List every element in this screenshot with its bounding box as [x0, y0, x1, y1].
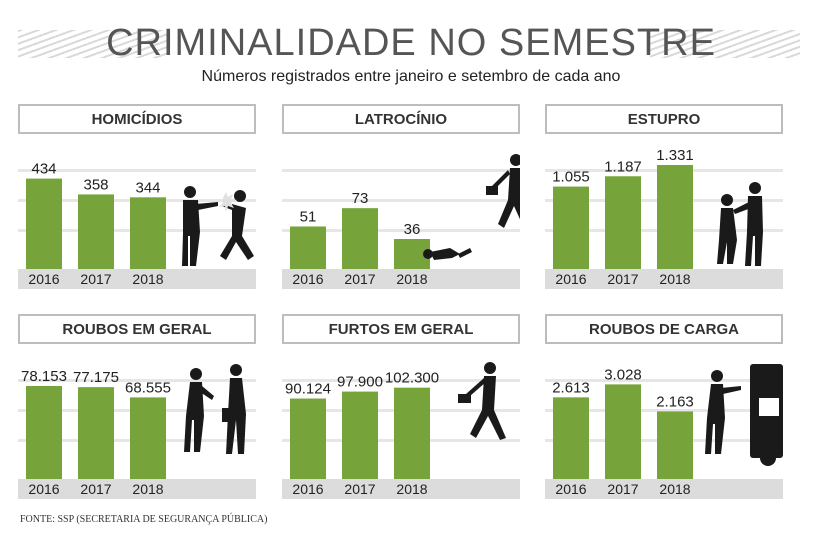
x-tick-label: 2018 [659, 481, 690, 497]
x-tick-label: 2016 [555, 271, 586, 287]
panel-estupro: ESTUPRO 1.055 1.187 1.331 2016 2017 2018 [545, 104, 783, 289]
data-label: 1.055 [552, 169, 590, 186]
bar [605, 176, 641, 269]
bar-chart: 51 73 36 2016 2017 2018 [282, 144, 520, 289]
bar [553, 187, 589, 269]
panel-title: HOMICÍDIOS [18, 104, 256, 134]
x-tick-label: 2016 [292, 271, 323, 287]
bar [130, 397, 166, 479]
x-tick-label: 2018 [396, 271, 427, 287]
data-label: 358 [83, 176, 108, 193]
data-label: 51 [300, 209, 317, 226]
x-tick-label: 2018 [132, 481, 163, 497]
bar [657, 165, 693, 269]
x-tick-label: 2017 [344, 271, 375, 287]
x-tick-label: 2017 [607, 271, 638, 287]
shooting-silhouette-icon [182, 186, 254, 266]
bar-chart: 434 358 344 2016 2017 2018 [18, 144, 256, 289]
data-label: 78.153 [21, 368, 67, 385]
data-label: 77.175 [73, 369, 119, 386]
x-tick-label: 2017 [80, 271, 111, 287]
bar [342, 208, 378, 269]
panel-latrocinio: LATROCÍNIO 51 73 36 2016 2017 2018 [282, 104, 520, 289]
panel-furtos-em-geral: FURTOS EM GERAL 90.124 97.900 102.300 2016 2… [282, 314, 520, 499]
panel-title: FURTOS EM GERAL [282, 314, 520, 344]
data-label: 90.124 [285, 381, 331, 398]
assault-silhouette-icon [717, 182, 763, 266]
bar-chart: 90.124 97.900 102.300 2016 2017 2018 [282, 354, 520, 499]
bar [394, 388, 430, 479]
data-label: 73 [352, 190, 369, 207]
bar [130, 197, 166, 269]
bar [26, 179, 62, 269]
data-label: 1.331 [656, 147, 694, 164]
gridline [282, 169, 520, 172]
gridline [282, 199, 520, 202]
bar [26, 386, 62, 479]
x-tick-label: 2018 [396, 481, 427, 497]
x-tick-label: 2016 [555, 481, 586, 497]
panel-title: ROUBOS DE CARGA [545, 314, 783, 344]
data-label: 36 [404, 221, 421, 238]
x-tick-label: 2016 [28, 271, 59, 287]
x-tick-label: 2016 [28, 481, 59, 497]
bar [290, 227, 326, 270]
page-title: CRIMINALIDADE NO SEMESTRE [0, 22, 822, 65]
thief-running-icon [458, 362, 506, 440]
bar [605, 384, 641, 479]
x-tick-label: 2018 [132, 271, 163, 287]
bar-chart: 2.613 3.028 2.163 2016 2017 2018 [545, 354, 783, 499]
bar [657, 411, 693, 479]
panel-title: ROUBOS EM GERAL [18, 314, 256, 344]
data-label: 68.555 [125, 379, 171, 396]
page-subtitle: Números registrados entre janeiro e sete… [0, 68, 822, 86]
panel-roubos-de-carga: ROUBOS DE CARGA 2.613 3.028 2.163 2016 2017 2… [545, 314, 783, 499]
panel-title: LATROCÍNIO [282, 104, 520, 134]
bar [290, 399, 326, 479]
x-tick-label: 2017 [80, 481, 111, 497]
bar [342, 392, 378, 479]
bar [78, 387, 114, 479]
x-tick-label: 2018 [659, 271, 690, 287]
bar-chart: 1.055 1.187 1.331 2016 2017 2018 [545, 144, 783, 289]
source-note: FONTE: SSP (SECRETARIA DE SEGURANÇA PÚBL… [20, 514, 267, 525]
data-label: 102.300 [385, 370, 439, 387]
bar [553, 397, 589, 479]
data-label: 344 [135, 179, 160, 196]
bar-chart: 78.153 77.175 68.555 2016 2017 2018 [18, 354, 256, 499]
data-label: 434 [31, 161, 56, 178]
panel-roubos-em-geral: ROUBOS EM GERAL 78.153 77.175 68.555 2016 20… [18, 314, 256, 499]
x-tick-label: 2017 [607, 481, 638, 497]
bar [78, 194, 114, 269]
panel-title: ESTUPRO [545, 104, 783, 134]
x-tick-label: 2016 [292, 481, 323, 497]
data-label: 97.900 [337, 374, 383, 391]
panel-homicidios: HOMICÍDIOS 434 358 344 2016 2017 2018 [18, 104, 256, 289]
data-label: 2.163 [656, 393, 694, 410]
x-tick-label: 2017 [344, 481, 375, 497]
data-label: 2.613 [552, 379, 590, 396]
data-label: 3.028 [604, 366, 642, 383]
data-label: 1.187 [604, 158, 642, 175]
